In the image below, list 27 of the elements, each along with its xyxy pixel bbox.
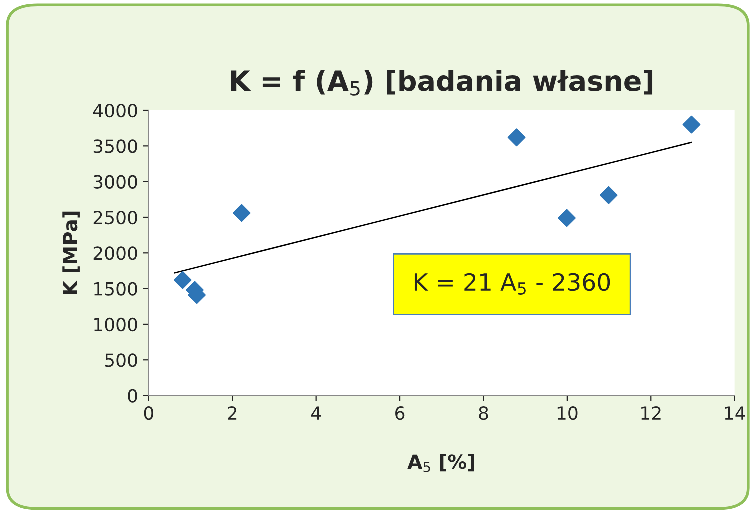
x-tick-label: 8 [479,406,488,420]
x-tick-label: 12 [642,406,661,420]
point [600,186,618,204]
x-tick-label: 2 [228,406,237,420]
annotation: K = 21 A$_{5}$ - 2360 [414,273,610,295]
x-tick-label: 4 [311,406,322,420]
y-tick-label: 0 [128,389,138,403]
x-tick-label: 14 [725,406,746,420]
y-tick-label: 3000 [94,175,138,189]
point [508,128,526,147]
y-tick-label: 1500 [94,282,138,296]
point [558,209,576,228]
y-tick-label: 2500 [94,210,138,225]
point [232,204,251,222]
y-tick-label: 1000 [94,318,138,332]
chart-title: K = f (A$_{5}$) [badania własne] [231,70,653,96]
y-tick-label: 4000 [93,104,138,118]
y-axis-title: K [MPa] [62,212,80,294]
x-tick-label: 0 [144,406,154,420]
point [682,116,701,134]
y-tick-label: 3500 [94,140,138,154]
x-tick-label: 6 [396,406,405,420]
x-tick-label: 10 [558,406,578,420]
y-tick-label: 500 [105,354,138,368]
x-axis-title: A$_{5}$ [%] [408,454,474,472]
y-tick-label: 2000 [94,246,138,260]
point [174,271,192,290]
